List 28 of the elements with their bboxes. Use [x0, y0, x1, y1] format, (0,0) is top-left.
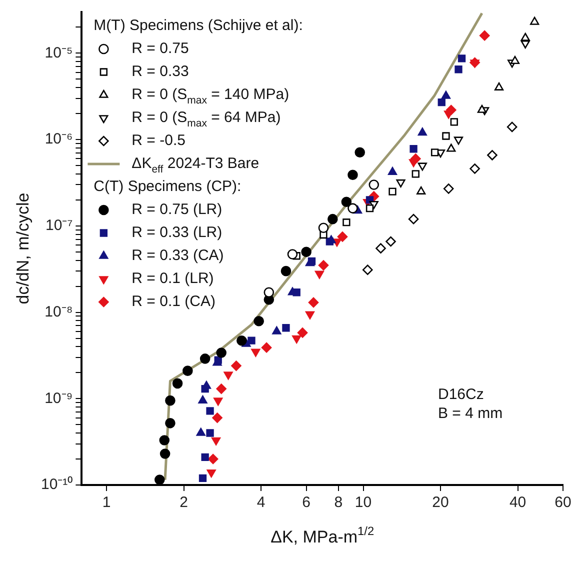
- y-tick-label: 10⁻⁶: [44, 130, 73, 148]
- annotation: C(T) Specimens (CP):: [94, 178, 242, 196]
- x-tick-label: 6: [302, 494, 310, 512]
- y-tick-label: 10⁻⁸: [44, 303, 73, 320]
- y-tick-label: 10⁻¹⁰: [40, 476, 73, 494]
- x-tick-label: 4: [256, 494, 266, 512]
- x-tick-label: 10: [354, 494, 372, 512]
- legend-label: R = -0.5: [132, 132, 186, 150]
- annotation: D16Cz: [438, 386, 484, 404]
- y-tick-label: 10⁻⁹: [44, 390, 73, 407]
- legend-label: R = 0.33 (CA): [132, 247, 224, 264]
- y-tick-label: 10⁻⁵: [44, 44, 73, 62]
- annotation: M(T) Specimens (Schijve et al):: [94, 17, 303, 34]
- x-tick-label: 60: [554, 494, 572, 512]
- x-tick-label: 20: [432, 494, 449, 512]
- legend-label: R = 0.1 (LR): [132, 270, 214, 288]
- x-tick-label: 40: [509, 494, 526, 512]
- legend-label: R = 0.75: [132, 40, 189, 58]
- x-tick-label: 1: [102, 494, 111, 512]
- x-tick-label: 2: [180, 494, 188, 512]
- legend-label: R = 0.33: [132, 63, 189, 80]
- legend-label: R = 0.1 (CA): [132, 293, 216, 310]
- y-tick-label: 10⁻⁷: [46, 217, 73, 234]
- y-axis-title: dc/dN, m/cycle: [14, 192, 33, 304]
- x-tick-label: 8: [334, 494, 343, 512]
- legend-label: R = 0.33 (LR): [132, 224, 222, 242]
- legend-label: R = 0.75 (LR): [132, 201, 222, 218]
- annotation: B = 4 mm: [438, 405, 503, 422]
